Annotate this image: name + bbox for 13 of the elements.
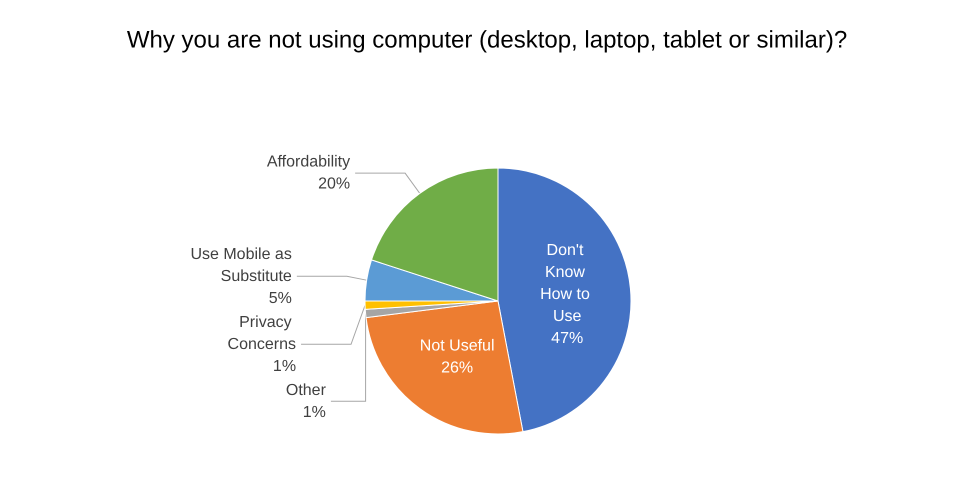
data-label: 5% <box>268 290 292 307</box>
data-label: 1% <box>272 358 296 375</box>
slice-label: Not Useful <box>420 338 494 355</box>
data-label: 20% <box>318 176 350 193</box>
slice-label: Privacy Concerns <box>228 314 296 353</box>
slice-label: Affordability <box>266 154 350 171</box>
slice-label: Don't Know How to Use <box>540 242 594 325</box>
slice-label: Use Mobile as Substitute <box>190 246 292 285</box>
data-label: 1% <box>302 404 326 421</box>
slice-label: Other <box>286 382 327 399</box>
data-label: 47% <box>551 330 584 347</box>
chart-title: Why you are not using computer (desktop, laptop, tablet or similar)? <box>126 26 848 54</box>
data-label: 26% <box>441 360 474 377</box>
